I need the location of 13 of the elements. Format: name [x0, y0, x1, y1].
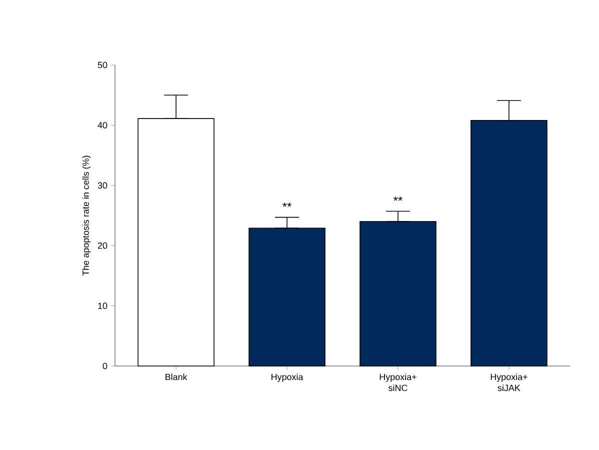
y-axis-title: The apoptosis rate in cells (%)	[82, 156, 91, 276]
x-tick-label: Hypoxia+ siNC	[380, 374, 416, 392]
x-tick-label: Blank	[166, 374, 188, 380]
y-tick-label: 10	[98, 302, 108, 309]
annotation: **	[394, 196, 402, 201]
y-tick-label: 50	[98, 62, 108, 68]
x-tick-label: Hypoxia+ siJAK	[490, 374, 528, 392]
annotation: **	[282, 202, 292, 207]
y-tick-label: 20	[98, 242, 108, 249]
y-tick-label: 30	[98, 182, 108, 189]
x-tick-label: Hypoxia	[272, 374, 304, 382]
y-tick-label: 0	[102, 362, 108, 370]
y-tick-label: 40	[98, 122, 108, 128]
